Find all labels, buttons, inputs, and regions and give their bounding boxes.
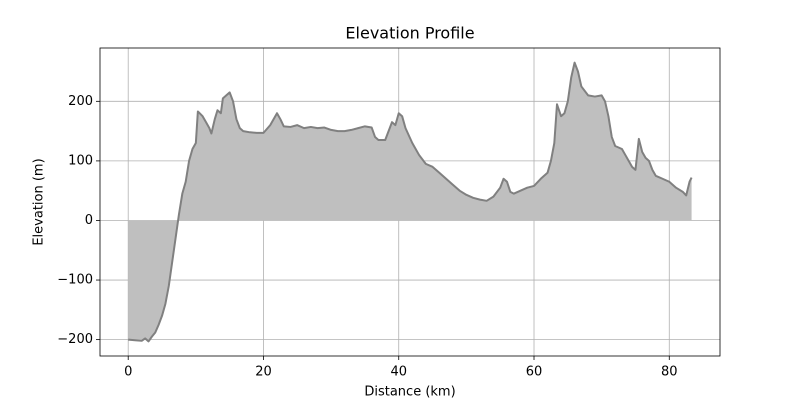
plot-frame <box>99 47 721 357</box>
chart-title: Elevation Profile <box>345 24 474 43</box>
y-tick-label: −200 <box>57 332 93 347</box>
x-axis-label: Distance (km) <box>364 385 455 400</box>
y-axis-label: Elevation (m) <box>32 158 47 245</box>
x-tick-label: 80 <box>661 365 678 380</box>
x-tick-label: 20 <box>255 365 272 380</box>
y-tick-label: 0 <box>85 213 93 228</box>
x-tick-label: 0 <box>124 365 132 380</box>
y-tick-label: 200 <box>68 94 93 109</box>
x-tick-label: 60 <box>526 365 543 380</box>
y-tick-label: 100 <box>68 153 93 168</box>
y-tick-label: −100 <box>57 273 93 288</box>
area-fill <box>128 62 692 342</box>
elevation-line <box>128 61 693 343</box>
x-tick-label: 40 <box>390 365 407 380</box>
